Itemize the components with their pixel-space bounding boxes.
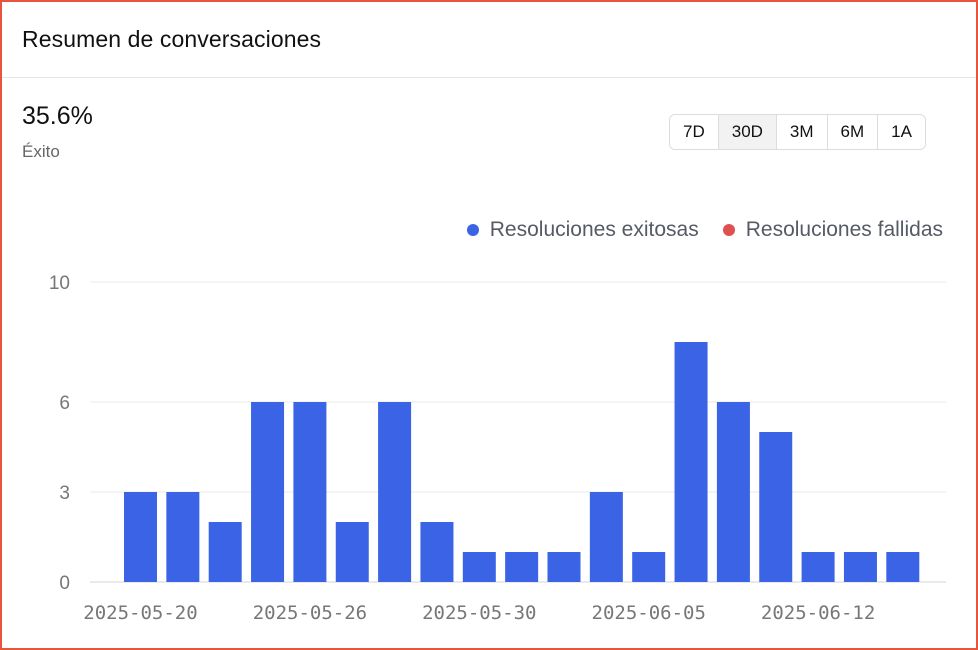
card-title: Resumen de conversaciones [22,26,322,52]
y-tick-label-10: 10 [49,273,70,294]
time-range-selector: 7D 30D 3M 6M 1A [669,114,926,150]
legend-label-failure: Resoluciones fallidas [745,218,943,241]
bar-success-18 [843,552,877,582]
bar-success-11 [547,552,581,582]
legend-dot-success-icon [466,224,479,236]
bar-success-19 [886,552,920,582]
bar-success-10 [505,552,539,582]
bar-success-9 [462,552,496,582]
bar-success-2 [166,492,200,582]
bar-success-17 [801,552,835,582]
bar-success-13 [632,552,666,582]
range-1a-button[interactable]: 1A [878,115,925,149]
legend-label-success: Resoluciones exitosas [489,218,699,241]
card-header: Resumen de conversaciones [2,2,976,78]
bar-success-8 [420,522,454,582]
legend-item-success[interactable]: Resoluciones exitosas [466,218,699,242]
bar-chart: 0 3 6 10 2025-05-20 2025-05-26 2025-05-30 2025-… [49,273,946,624]
y-tick-label-0: 0 [59,573,70,594]
x-tick-label-12: 2025-06-05 [592,602,706,624]
range-3m-button[interactable]: 3M [776,115,828,149]
x-tick-label-4: 2025-05-26 [253,602,367,624]
legend-item-failure[interactable]: Resoluciones fallidas [722,218,943,242]
y-tick-label-6: 6 [59,393,70,414]
legend-dot-failure-icon [722,224,735,236]
success-rate-value: 35.6% [22,102,93,130]
bar-success-5 [293,402,327,582]
range-6m-button[interactable]: 6M [827,115,879,149]
y-tick-label-3: 3 [59,483,70,504]
bar-success-1 [124,492,157,582]
bar-success-7 [378,402,412,582]
bar-success-16 [759,432,793,582]
bar-success-6 [335,522,369,582]
x-tick-label-8: 2025-05-30 [422,602,536,624]
bar-success-14 [674,342,708,582]
success-rate-label: Éxito [22,142,60,161]
bar-success-4 [251,402,285,582]
range-7d-button[interactable]: 7D [670,115,719,149]
chart-legend: Resoluciones exitosas Resoluciones falli… [443,218,943,242]
bar-success-12 [589,492,623,582]
bar-success-3 [208,522,242,582]
range-30d-button[interactable]: 30D [718,115,777,149]
x-tick-label-16: 2025-06-12 [761,602,875,624]
bar-success-15 [716,402,750,582]
x-tick-label-0: 2025-05-20 [83,602,197,624]
